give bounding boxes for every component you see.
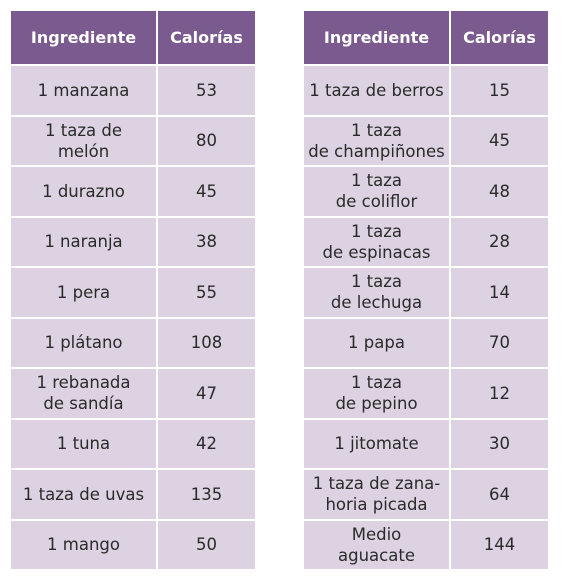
calories-cell: 108 bbox=[158, 318, 255, 367]
ingredient-cell: 1 taza de uvas bbox=[11, 470, 156, 519]
ingredient-cell: Medio aguacate bbox=[304, 520, 449, 569]
ingredient-cell: 1 durazno bbox=[11, 167, 156, 216]
calories-cell: 45 bbox=[158, 167, 255, 216]
ingredient-cell: 1 taza de espinacas bbox=[304, 217, 449, 266]
table-row: 1 papa 70 bbox=[304, 318, 548, 367]
ingredient-cell: 1 rebanada de sandía bbox=[11, 369, 156, 418]
calories-cell: 55 bbox=[158, 268, 255, 317]
calories-cell: 135 bbox=[158, 470, 255, 519]
table-row: 1 taza de uvas 135 bbox=[11, 470, 255, 519]
table-row: 1 mango 50 bbox=[11, 520, 255, 569]
table-row: 1 taza de espinacas 28 bbox=[304, 217, 548, 266]
table-row: 1 taza de champiñones 45 bbox=[304, 116, 548, 165]
table-row: 1 jitomate 30 bbox=[304, 419, 548, 468]
calories-cell: 12 bbox=[451, 369, 548, 418]
calories-cell: 48 bbox=[451, 167, 548, 216]
calories-cell: 64 bbox=[451, 470, 548, 519]
calories-cell: 14 bbox=[451, 268, 548, 317]
calories-cell: 28 bbox=[451, 217, 548, 266]
table-row: 1 plátano 108 bbox=[11, 318, 255, 367]
calories-cell: 38 bbox=[158, 217, 255, 266]
ingredient-cell: 1 papa bbox=[304, 318, 449, 367]
calories-cell: 15 bbox=[451, 66, 548, 115]
calories-cell: 50 bbox=[158, 520, 255, 569]
calorie-table-right: Ingrediente Calorías 1 taza de berros 15… bbox=[302, 9, 550, 571]
table-row: 1 taza de melón 80 bbox=[11, 116, 255, 165]
table-row: 1 naranja 38 bbox=[11, 217, 255, 266]
header-calories: Calorías bbox=[451, 11, 548, 64]
table-row: 1 manzana 53 bbox=[11, 66, 255, 115]
calories-cell: 80 bbox=[158, 116, 255, 165]
ingredient-cell: 1 manzana bbox=[11, 66, 156, 115]
header-calories: Calorías bbox=[158, 11, 255, 64]
ingredient-cell: 1 pera bbox=[11, 268, 156, 317]
table-row: 1 taza de pepino 12 bbox=[304, 369, 548, 418]
calories-cell: 42 bbox=[158, 419, 255, 468]
table-header-row: Ingrediente Calorías bbox=[304, 11, 548, 64]
table-row: 1 taza de zana- horia picada 64 bbox=[304, 470, 548, 519]
table-row: 1 rebanada de sandía 47 bbox=[11, 369, 255, 418]
table-row: 1 tuna 42 bbox=[11, 419, 255, 468]
table-row: 1 taza de berros 15 bbox=[304, 66, 548, 115]
calories-cell: 53 bbox=[158, 66, 255, 115]
header-ingredient: Ingrediente bbox=[11, 11, 156, 64]
calories-cell: 70 bbox=[451, 318, 548, 367]
table-row: Medio aguacate 144 bbox=[304, 520, 548, 569]
calories-cell: 144 bbox=[451, 520, 548, 569]
ingredient-cell: 1 naranja bbox=[11, 217, 156, 266]
table-row: 1 durazno 45 bbox=[11, 167, 255, 216]
ingredient-cell: 1 taza de coliflor bbox=[304, 167, 449, 216]
ingredient-cell: 1 tuna bbox=[11, 419, 156, 468]
calories-cell: 30 bbox=[451, 419, 548, 468]
ingredient-cell: 1 taza de champiñones bbox=[304, 116, 449, 165]
ingredient-cell: 1 jitomate bbox=[304, 419, 449, 468]
header-ingredient: Ingrediente bbox=[304, 11, 449, 64]
ingredient-cell: 1 plátano bbox=[11, 318, 156, 367]
table-row: 1 pera 55 bbox=[11, 268, 255, 317]
ingredient-cell: 1 taza de lechuga bbox=[304, 268, 449, 317]
ingredient-cell: 1 taza de melón bbox=[11, 116, 156, 165]
calorie-table-left: Ingrediente Calorías 1 manzana 53 1 taza… bbox=[9, 9, 257, 571]
table-row: 1 taza de lechuga 14 bbox=[304, 268, 548, 317]
calories-cell: 45 bbox=[451, 116, 548, 165]
table-row: 1 taza de coliflor 48 bbox=[304, 167, 548, 216]
ingredient-cell: 1 mango bbox=[11, 520, 156, 569]
ingredient-cell: 1 taza de pepino bbox=[304, 369, 449, 418]
table-header-row: Ingrediente Calorías bbox=[11, 11, 255, 64]
ingredient-cell: 1 taza de berros bbox=[304, 66, 449, 115]
calories-cell: 47 bbox=[158, 369, 255, 418]
ingredient-cell: 1 taza de zana- horia picada bbox=[304, 470, 449, 519]
